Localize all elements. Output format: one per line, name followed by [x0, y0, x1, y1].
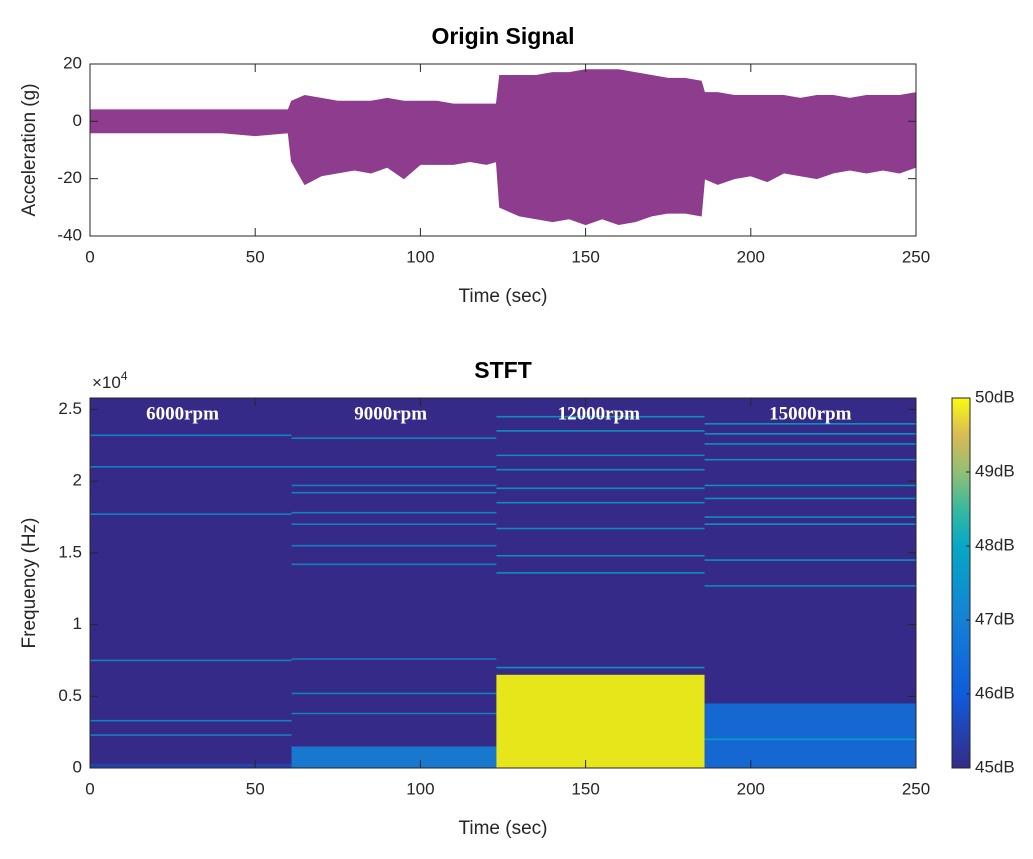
rpm-label: 12000rpm	[558, 404, 641, 425]
x-axis-label: Time (sec)	[458, 286, 547, 307]
x-tick-label: 250	[902, 779, 930, 798]
signal-envelope	[89, 69, 917, 122]
multiplier-base: ×10	[92, 373, 121, 392]
y-tick-label: 2	[73, 471, 82, 490]
x-tick-label: 50	[246, 247, 265, 266]
y-tick-label: -40	[57, 225, 82, 244]
chart-title: STFT	[474, 357, 532, 383]
y-tick-label: 0	[73, 111, 82, 130]
colorbar-tick-label: 46dB	[975, 683, 1015, 702]
colorbar	[951, 397, 971, 769]
x-tick-label: 200	[737, 247, 765, 266]
y-multiplier: ×104	[92, 369, 128, 392]
broadband-noise	[704, 703, 916, 768]
x-tick-label: 150	[571, 779, 599, 798]
colorbar-tick-label: 50dB	[975, 387, 1015, 406]
colorbar-tick-label: 48dB	[975, 535, 1015, 554]
colorbar-tick-label: 45dB	[975, 757, 1015, 776]
signal-envelope	[89, 120, 917, 226]
colorbar-tick-label: 49dB	[975, 461, 1015, 480]
x-axis-label: Time (sec)	[458, 818, 547, 839]
x-tick-label: 200	[737, 779, 765, 798]
y-tick-label: -20	[57, 168, 82, 187]
axes-frame	[89, 63, 917, 237]
rpm-label: 9000rpm	[354, 404, 427, 425]
x-tick-label: 150	[571, 247, 599, 266]
chart-title: Origin Signal	[431, 23, 574, 49]
rpm-label: 15000rpm	[769, 404, 852, 425]
multiplier-exponent: 4	[121, 369, 128, 383]
y-tick-label: 2.5	[58, 399, 82, 418]
x-tick-label: 250	[902, 247, 930, 266]
y-tick-label: 0.5	[58, 686, 82, 705]
broadband-noise	[291, 746, 497, 768]
y-axis-label: Frequency (Hz)	[19, 518, 40, 649]
colorbar-tick-label: 47dB	[975, 609, 1015, 628]
x-tick-label: 100	[406, 247, 434, 266]
y-tick-label: 20	[63, 53, 82, 72]
x-tick-label: 100	[406, 779, 434, 798]
axes-frame	[89, 397, 917, 769]
broadband-noise	[496, 674, 705, 768]
y-tick-label: 1	[73, 614, 82, 633]
x-tick-label: 0	[85, 247, 94, 266]
rpm-label: 6000rpm	[146, 404, 219, 425]
x-tick-label: 0	[85, 779, 94, 798]
x-tick-label: 50	[246, 779, 265, 798]
broadband-noise	[90, 763, 292, 768]
y-axis-label: Acceleration (g)	[19, 83, 40, 216]
y-tick-label: 1.5	[58, 542, 82, 561]
y-tick-label: 0	[73, 757, 82, 776]
